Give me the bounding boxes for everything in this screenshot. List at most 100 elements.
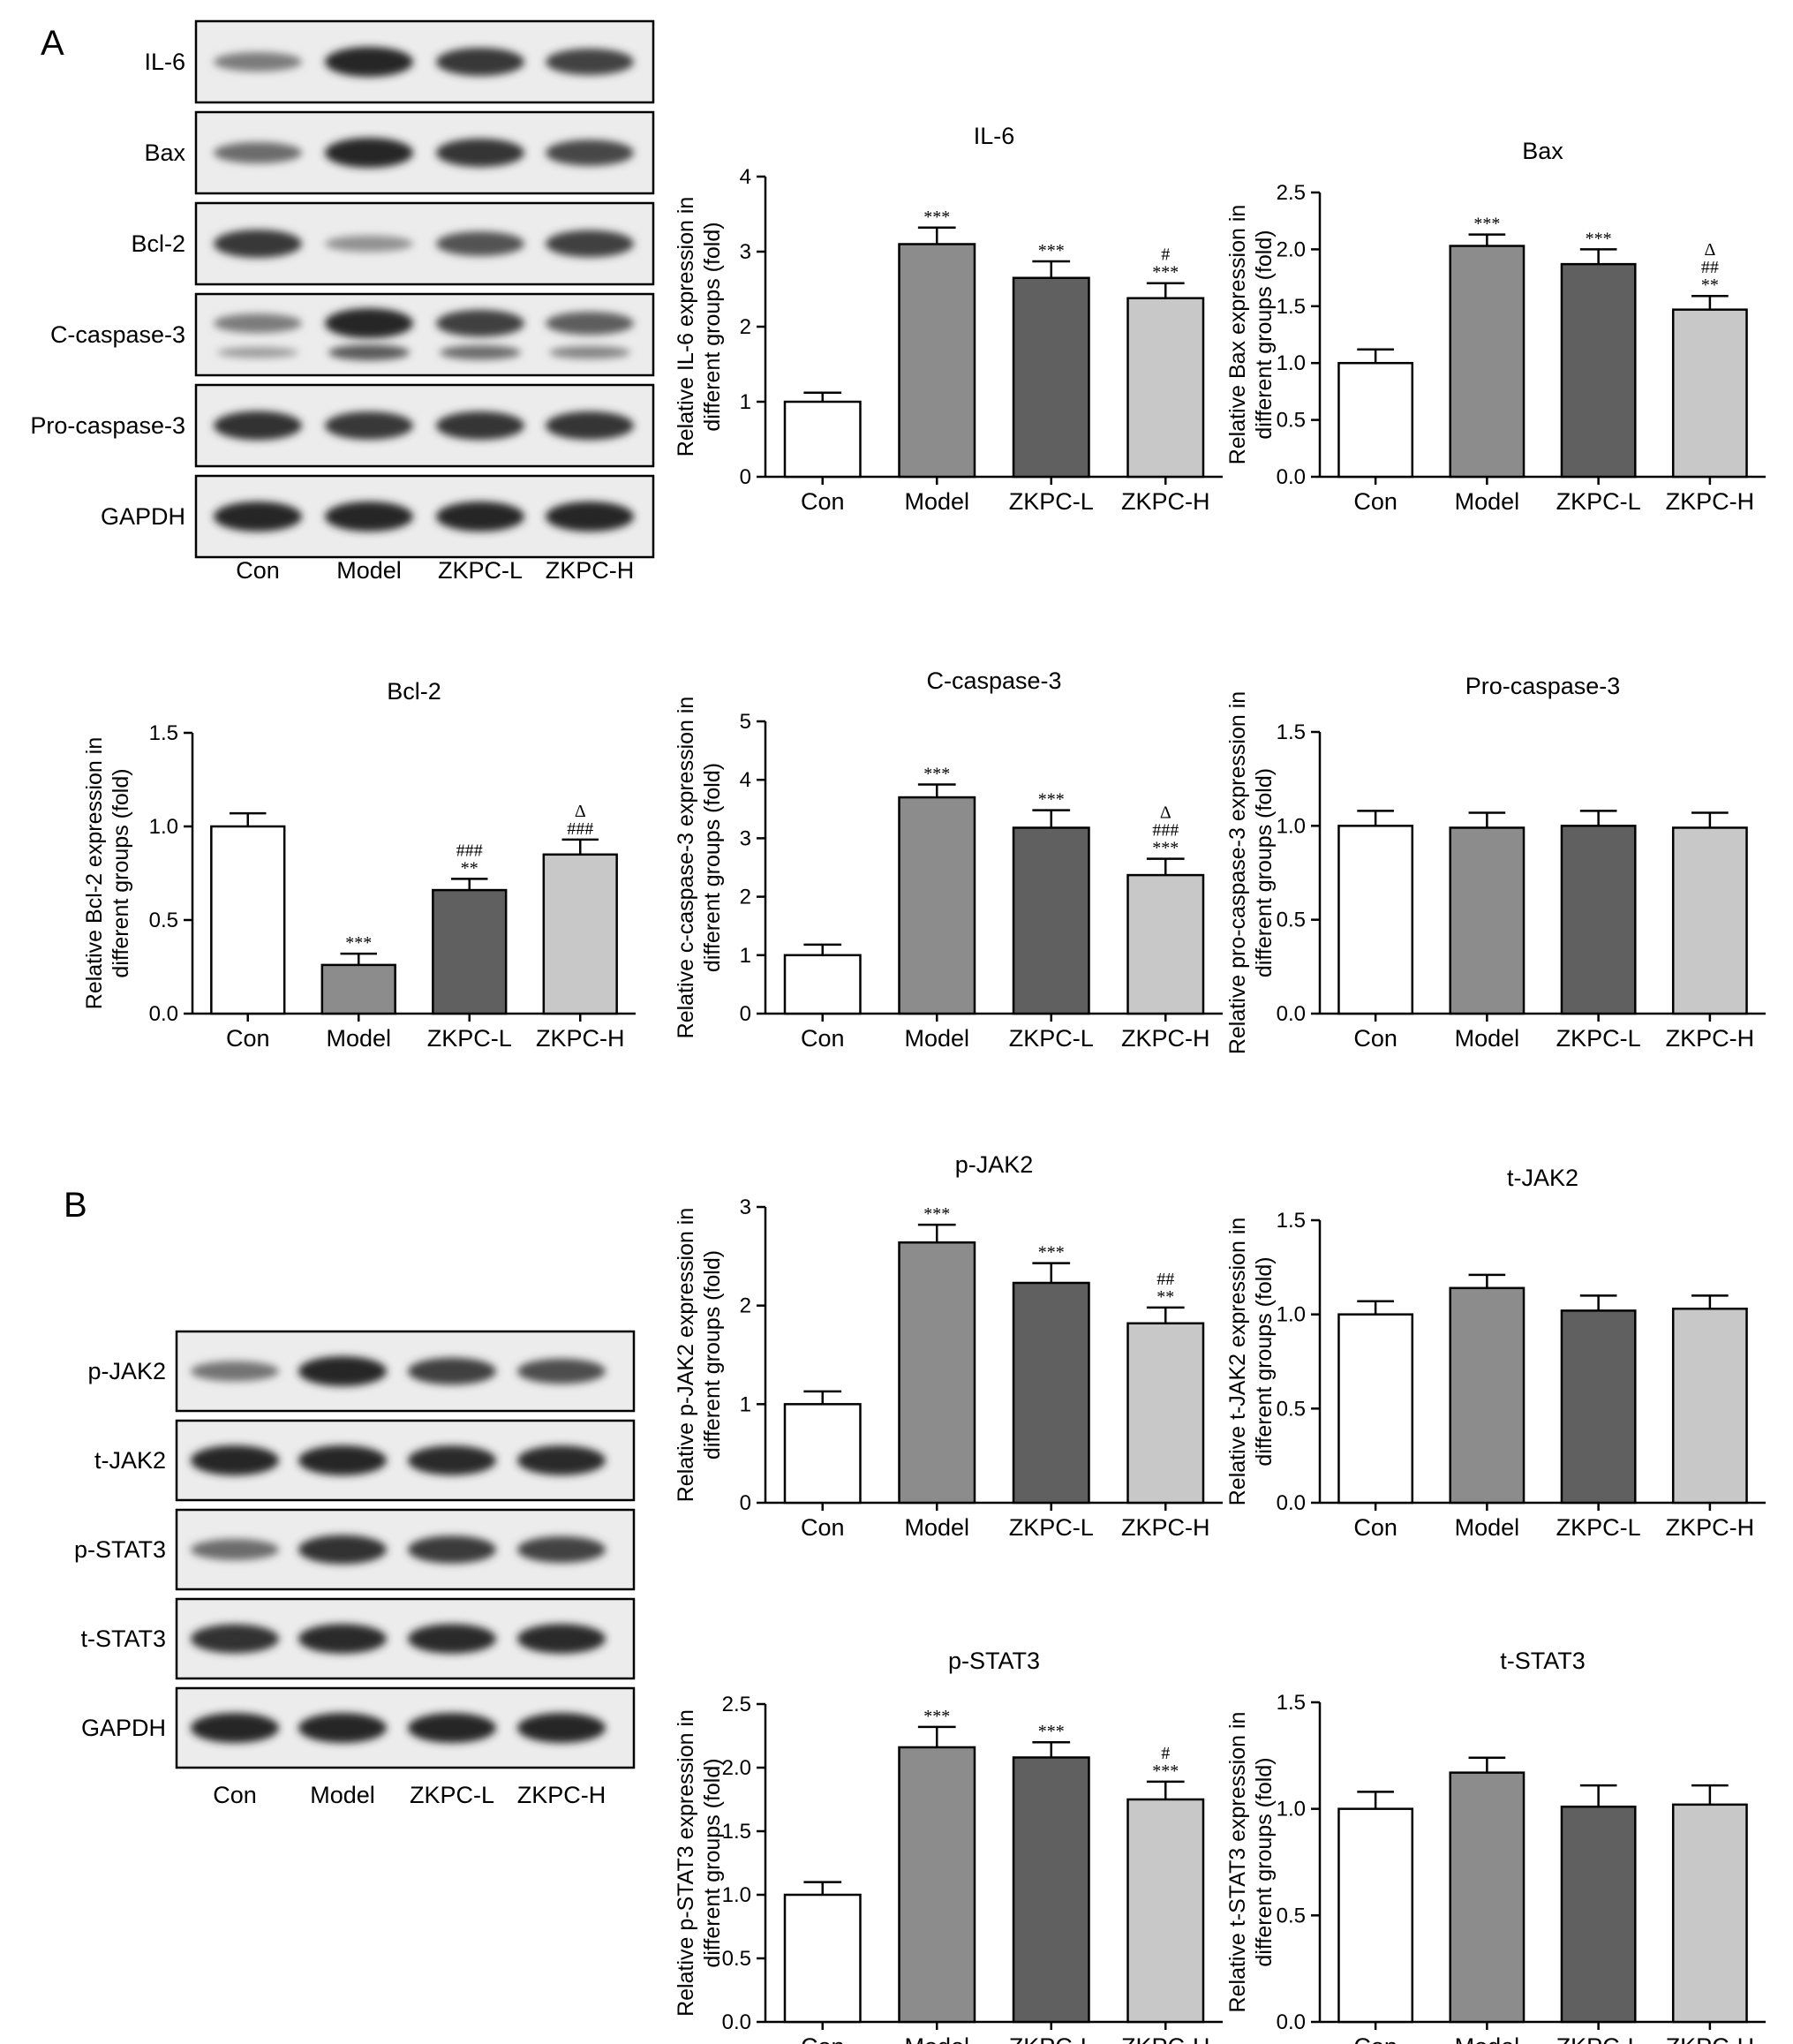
bar-model xyxy=(1449,1771,1526,2024)
blot-band xyxy=(436,138,524,168)
significance-mark: # xyxy=(1161,245,1170,265)
blot-row-bcl-2: Bcl-2 xyxy=(131,201,655,286)
y-tick-label: 1.5 xyxy=(1277,1209,1306,1233)
x-tick-label: Model xyxy=(1455,1514,1520,1541)
x-tick-label: Con xyxy=(1353,488,1397,515)
significance-mark: *** xyxy=(1152,263,1179,283)
x-tick-label: ZKPC-H xyxy=(1666,488,1755,515)
y-axis-label-line: Relative p-JAK2 expression in xyxy=(674,1208,698,1503)
blot-row-label: C-caspase-3 xyxy=(50,321,185,348)
chart-title: t-STAT3 xyxy=(1500,1648,1586,1674)
blot-band xyxy=(408,1624,496,1654)
chart-il-6: IL-6 Relative IL-6 expression indifferent… xyxy=(674,123,1223,515)
blot-panel-b: p-JAK2 t-JAK2 p-STAT3 t-STAT3 GAPDH Con Model Z… xyxy=(74,1330,636,1808)
bar-model xyxy=(898,243,976,479)
significance-mark: ## xyxy=(1701,258,1719,277)
blot-band xyxy=(546,411,634,441)
y-tick-label: 0.0 xyxy=(722,2010,751,2034)
blot-band-lower xyxy=(440,344,521,360)
significance-mark: *** xyxy=(1038,241,1065,260)
y-tick-label: 0 xyxy=(740,1002,751,1026)
y-tick-label: 1 xyxy=(740,1392,751,1416)
chart-title: p-JAK2 xyxy=(955,1151,1034,1178)
significance-mark: *** xyxy=(1038,1722,1065,1741)
significance-mark: *** xyxy=(1152,1761,1179,1781)
bar-zkpc-l xyxy=(1012,1281,1090,1505)
western-blots: IL-6 Bax Bcl-2 C-caspase-3 Pro-caspase-3 GAPD… xyxy=(30,19,655,1808)
x-tick-label: ZKPC-L xyxy=(1009,488,1094,515)
blot-row-p-jak2: p-JAK2 xyxy=(87,1330,636,1413)
bar-model xyxy=(320,963,396,1015)
y-tick-label: 2 xyxy=(740,886,751,909)
bar-zkpc-h xyxy=(1671,308,1748,479)
x-tick-label: ZKPC-L xyxy=(1556,488,1641,515)
blot-band-lower xyxy=(328,344,410,361)
significance-mark: ** xyxy=(1701,275,1719,295)
blot-lane-label: ZKPC-H xyxy=(546,557,635,584)
chart-title: Bax xyxy=(1522,138,1563,164)
x-tick-label: Model xyxy=(904,2033,969,2044)
x-tick-label: Con xyxy=(801,2033,845,2044)
y-tick-label: 1.5 xyxy=(1277,295,1306,319)
y-tick-label: 1.5 xyxy=(149,721,178,745)
x-tick-label: ZKPC-L xyxy=(1009,1025,1094,1052)
y-axis-label-line: Relative t-JAK2 expression in xyxy=(1225,1218,1250,1506)
blot-band xyxy=(325,235,413,253)
chart-c-caspase-3: C-caspase-3 Relative c-caspase-3 expressi… xyxy=(674,668,1223,1052)
blot-strip xyxy=(194,292,655,377)
y-tick-label: 2.0 xyxy=(1277,238,1306,261)
y-axis-label: Relative t-JAK2 expression indifferent g… xyxy=(1225,1218,1277,1506)
blot-band xyxy=(298,1713,387,1743)
bar-con xyxy=(783,400,862,479)
y-tick-label: 0.5 xyxy=(1277,909,1306,932)
significance-mark: ** xyxy=(1156,1287,1174,1307)
y-axis-label: Relative Bax expression indifferent grou… xyxy=(1225,205,1277,465)
significance-mark: *** xyxy=(1152,839,1179,858)
y-axis-label-line: different groups (fold) xyxy=(1252,230,1277,439)
bar-zkpc-h xyxy=(1126,1798,1205,2024)
blot-band xyxy=(214,141,302,164)
bar-model xyxy=(1449,1286,1526,1505)
x-tick-label: ZKPC-H xyxy=(1666,2033,1755,2044)
blot-lane-label: ZKPC-L xyxy=(410,1782,494,1808)
bar-zkpc-l xyxy=(432,888,508,1015)
significance-mark: *** xyxy=(1586,229,1612,248)
x-tick-label: Model xyxy=(904,488,969,515)
y-axis-label-line: Relative IL-6 expression in xyxy=(674,197,698,457)
y-tick-label: 2 xyxy=(740,1294,751,1318)
y-tick-label: 1.5 xyxy=(1277,1691,1306,1715)
bar-zkpc-l xyxy=(1012,826,1090,1015)
blot-band xyxy=(436,48,524,76)
blot-row-label: IL-6 xyxy=(144,49,185,75)
y-tick-label: 2.5 xyxy=(722,1693,751,1716)
bar-con xyxy=(783,954,862,1015)
x-tick-label: Model xyxy=(1455,2033,1520,2044)
x-tick-label: Con xyxy=(801,488,845,515)
bar-model xyxy=(898,1746,976,2024)
blot-band xyxy=(191,1445,279,1475)
blot-band xyxy=(214,313,302,334)
y-axis-label-line: Relative Bcl-2 expression in xyxy=(82,737,107,1009)
y-tick-label: 1.5 xyxy=(1277,720,1306,744)
significance-mark: *** xyxy=(923,1707,950,1726)
y-axis-label-line: different groups (fold) xyxy=(700,1250,725,1459)
blot-band xyxy=(214,502,302,532)
significance-mark: ## xyxy=(1156,1270,1174,1289)
bar-model xyxy=(898,1241,976,1505)
blot-band-lower xyxy=(549,345,630,359)
bar-zkpc-l xyxy=(1560,262,1637,479)
y-tick-label: 0.5 xyxy=(1277,409,1306,433)
blot-band xyxy=(298,1445,387,1475)
bar-zkpc-h xyxy=(1126,297,1205,479)
bar-zkpc-h xyxy=(1671,826,1748,1015)
blot-band xyxy=(408,1713,496,1743)
significance-mark: *** xyxy=(923,764,950,783)
y-tick-label: 2.5 xyxy=(1277,181,1306,205)
blot-band xyxy=(408,1535,496,1564)
chart-bcl-2: Bcl-2 Relative Bcl-2 expression indiffere… xyxy=(82,678,636,1052)
blot-row-label: Pro-caspase-3 xyxy=(30,412,185,439)
blot-band xyxy=(325,308,413,339)
y-axis-label-line: different groups (fold) xyxy=(109,768,133,977)
chart-title: Pro-caspase-3 xyxy=(1465,673,1621,699)
blot-band xyxy=(214,52,302,72)
